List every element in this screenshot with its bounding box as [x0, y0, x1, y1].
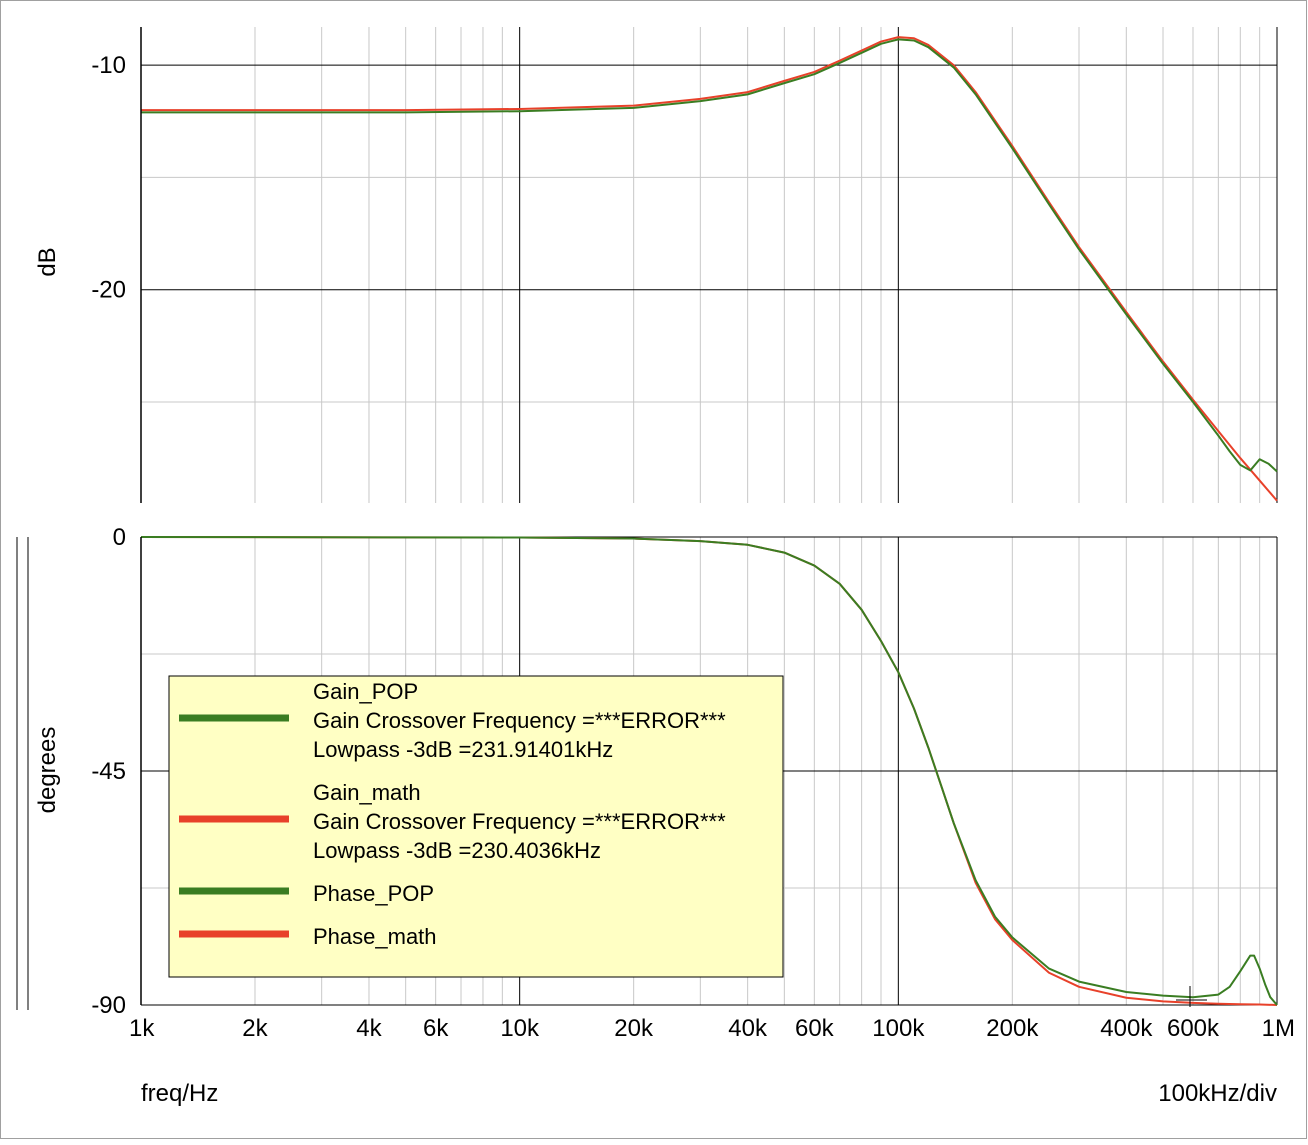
- x-tick-label: 1M: [1262, 1015, 1295, 1042]
- phase-y-tick-label: -90: [91, 992, 126, 1019]
- series-line-gain-math: [141, 36, 1278, 502]
- x-tick-label: 40k: [728, 1015, 768, 1042]
- legend-entry-text: Gain Crossover Frequency =***ERROR***: [313, 809, 726, 834]
- phase-panel: 0 -45 -90 degrees: [16, 524, 1278, 1019]
- legend-entry-text: Lowpass -3dB =230.4036kHz: [313, 838, 601, 863]
- x-tick-label: 20k: [614, 1015, 654, 1042]
- legend-background: [168, 675, 784, 978]
- x-tick-label: 200k: [986, 1015, 1039, 1042]
- x-tick-label: 2k: [242, 1015, 268, 1042]
- legend-entry-text: Gain_math: [313, 780, 421, 805]
- legend-entry-text: Gain_POP: [313, 679, 418, 704]
- phase-y-tick-label: 0: [113, 524, 126, 551]
- legend-box: Gain_POP Gain Crossover Frequency =***ERR…: [168, 675, 784, 978]
- x-tick-label: 1k: [129, 1015, 155, 1042]
- legend-entry-text: Phase_POP: [313, 881, 434, 906]
- gain-y-axis-label: dB: [34, 247, 61, 276]
- phase-y-axis-label: degrees: [34, 727, 61, 814]
- x-tick-label: 400k: [1100, 1015, 1153, 1042]
- legend-entry-text: Lowpass -3dB =231.91401kHz: [313, 737, 613, 762]
- frequency-x-ticks: 1k 2k 4k 6k 10k 20k 40k 60k 100k 200k 400k 600k 1M: [129, 1015, 1295, 1042]
- legend-entry-text: Phase_math: [313, 924, 437, 949]
- gain-series: [141, 36, 1278, 502]
- series-line-gain-pop: [141, 38, 1278, 473]
- x-tick-label: 6k: [423, 1015, 449, 1042]
- series-line-phase-pop: [141, 536, 1278, 1006]
- gain-y-tick-label: -10: [91, 52, 126, 79]
- x-scale-per-division: 100kHz/div: [1158, 1080, 1277, 1107]
- x-axis-label: freq/Hz: [141, 1080, 218, 1107]
- x-tick-label: 10k: [500, 1015, 540, 1042]
- x-tick-label: 4k: [356, 1015, 382, 1042]
- phase-y-ticks: 0 -45 -90: [91, 524, 126, 1019]
- x-tick-label: 100k: [872, 1015, 925, 1042]
- gain-panel: -10 -20 dB: [34, 27, 1278, 503]
- x-tick-label: 600k: [1167, 1015, 1220, 1042]
- phase-series: [141, 536, 1278, 1006]
- gain-y-tick-label: -20: [91, 277, 126, 304]
- phase-y-tick-label: -45: [91, 758, 126, 785]
- gain-y-ticks: -10 -20: [91, 52, 126, 304]
- x-tick-label: 60k: [795, 1015, 835, 1042]
- legend-entry-text: Gain Crossover Frequency =***ERROR***: [313, 708, 726, 733]
